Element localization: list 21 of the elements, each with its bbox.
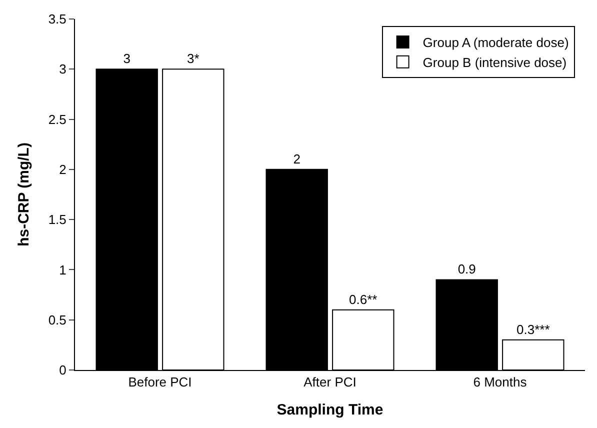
data-label: 3* bbox=[187, 51, 200, 66]
data-label: 3 bbox=[123, 51, 130, 66]
y-tick-label: 3.5 bbox=[48, 12, 66, 27]
y-tick-label: 3 bbox=[59, 62, 66, 77]
x-tick-label: Before PCI bbox=[128, 374, 192, 390]
y-tick-label: 1.5 bbox=[48, 212, 66, 228]
x-axis-title: Sampling Time bbox=[276, 402, 384, 419]
y-tick-label: 0 bbox=[59, 362, 66, 378]
x-tick-label: After PCI bbox=[304, 374, 356, 390]
y-axis-title: hs-CRP (mg/L) bbox=[16, 142, 33, 246]
legend-label: Group A (moderate dose) bbox=[422, 35, 569, 50]
y-tick-label: 2.5 bbox=[48, 112, 66, 127]
data-label: 0.9 bbox=[458, 262, 476, 277]
legend-label: Group B (intensive dose) bbox=[422, 54, 567, 70]
y-tick-label: 1 bbox=[59, 262, 66, 278]
data-label: 0.6** bbox=[349, 292, 378, 307]
y-tick-label: 0.5 bbox=[48, 312, 66, 328]
data-label: 2 bbox=[293, 151, 300, 166]
data-label: 0.3*** bbox=[516, 322, 550, 337]
x-tick-label: 6 Months bbox=[473, 374, 528, 390]
y-tick-label: 2 bbox=[59, 162, 66, 177]
